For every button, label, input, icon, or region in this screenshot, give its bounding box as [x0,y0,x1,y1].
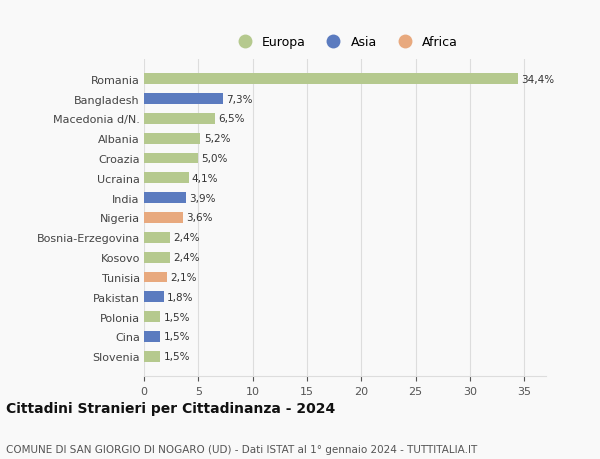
Text: 2,1%: 2,1% [170,272,197,282]
Legend: Europa, Asia, Africa: Europa, Asia, Africa [227,31,463,54]
Text: 3,6%: 3,6% [187,213,213,223]
Bar [144,153,199,164]
Bar [144,292,164,302]
Bar [144,193,187,204]
Text: 2,4%: 2,4% [173,233,200,243]
Text: 1,8%: 1,8% [167,292,193,302]
Text: 1,5%: 1,5% [164,332,190,342]
Text: 34,4%: 34,4% [521,74,554,84]
Text: Cittadini Stranieri per Cittadinanza - 2024: Cittadini Stranieri per Cittadinanza - 2… [6,402,335,415]
Text: COMUNE DI SAN GIORGIO DI NOGARO (UD) - Dati ISTAT al 1° gennaio 2024 - TUTTITALI: COMUNE DI SAN GIORGIO DI NOGARO (UD) - D… [6,444,477,454]
Text: 5,0%: 5,0% [202,154,228,164]
Bar [144,331,160,342]
Bar [144,232,170,243]
Bar [144,114,215,124]
Text: 6,5%: 6,5% [218,114,244,124]
Bar [144,173,188,184]
Bar [144,94,223,105]
Bar [144,351,160,362]
Bar [144,134,200,144]
Text: 1,5%: 1,5% [164,352,190,362]
Text: 4,1%: 4,1% [192,174,218,184]
Text: 1,5%: 1,5% [164,312,190,322]
Bar [144,312,160,322]
Bar [144,213,183,224]
Bar [144,252,170,263]
Text: 7,3%: 7,3% [227,94,253,104]
Text: 2,4%: 2,4% [173,252,200,263]
Bar [144,272,167,283]
Bar [144,74,518,85]
Text: 3,9%: 3,9% [190,193,216,203]
Text: 5,2%: 5,2% [204,134,230,144]
